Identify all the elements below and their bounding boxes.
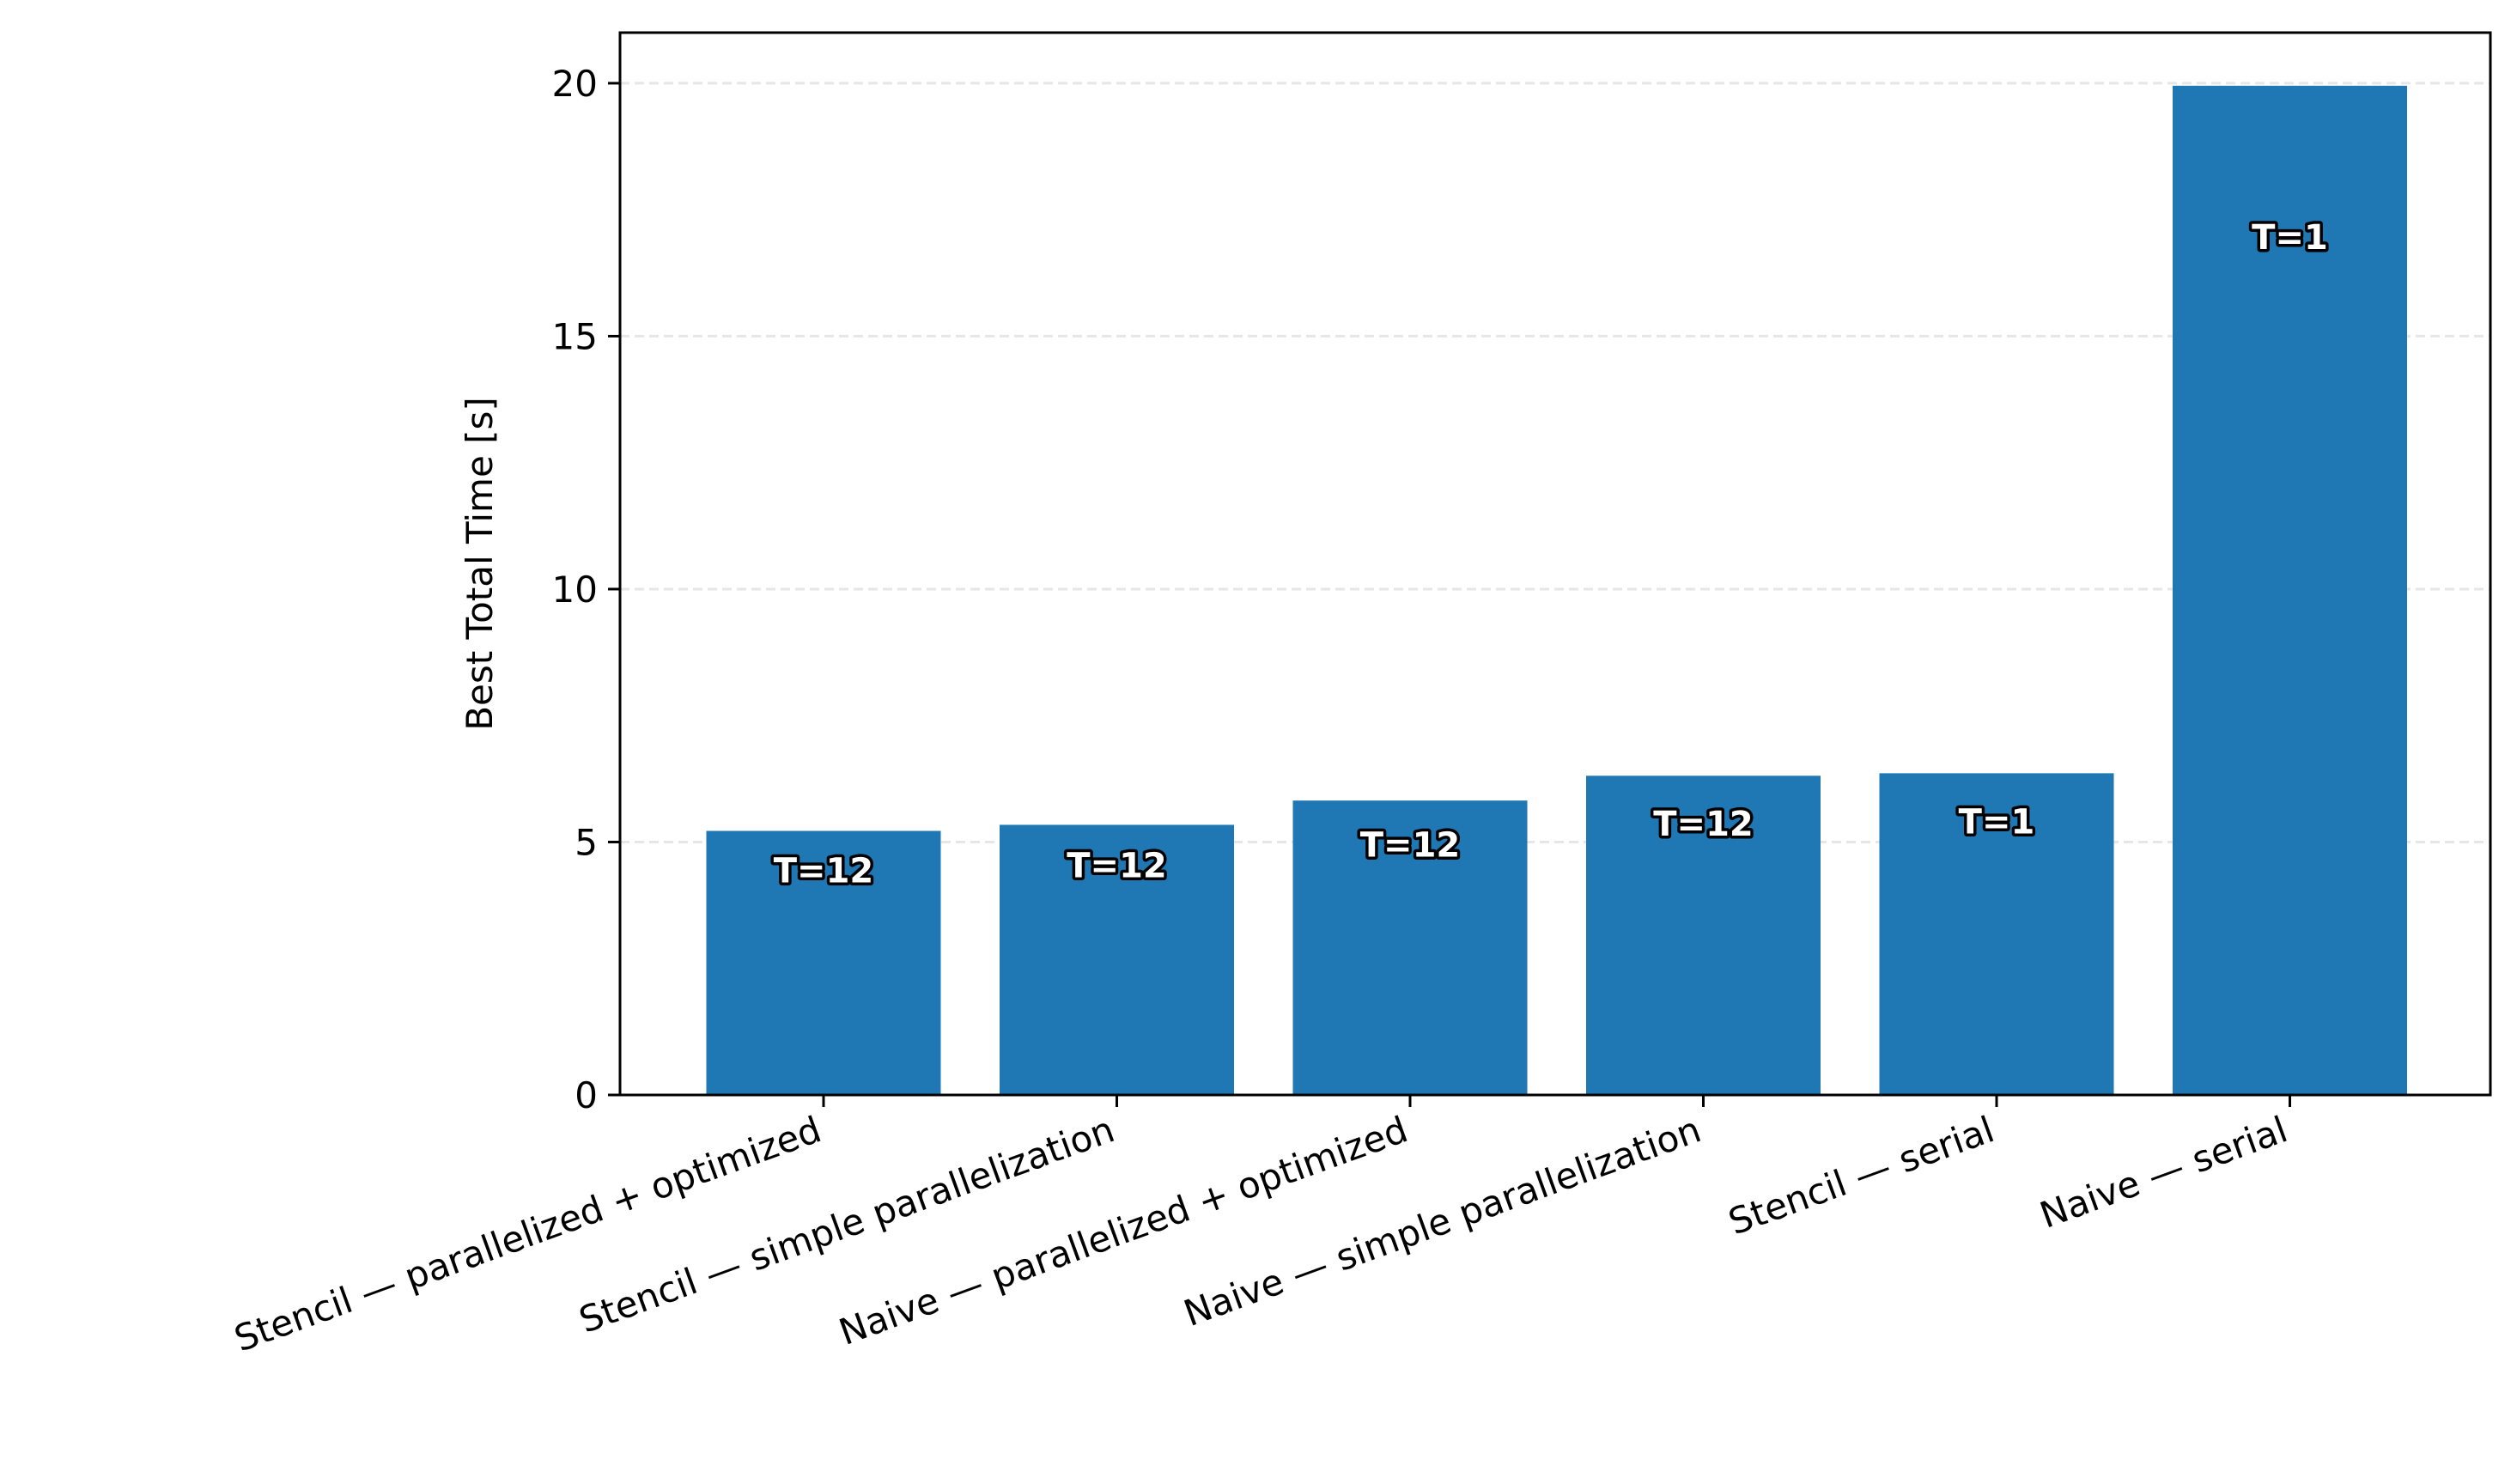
y-tick-label: 5: [575, 821, 598, 863]
bar: [706, 830, 941, 1095]
y-tick-label: 10: [552, 569, 598, 611]
bar: [1879, 773, 2114, 1095]
bar-label: T=12: [1360, 826, 1460, 866]
x-tick-label: Stencil — serial: [1723, 1108, 1999, 1243]
bar: [1000, 824, 1234, 1095]
y-tick-label: 20: [552, 63, 598, 105]
bar: [1292, 800, 1528, 1095]
bars: [706, 85, 2407, 1096]
y-tick-label: 15: [552, 315, 598, 357]
bar-label: T=12: [1653, 805, 1753, 844]
x-tick-label: Naive — simple parallelization: [1178, 1108, 1706, 1335]
x-tick-label: Naive — parallelized + optimized: [834, 1108, 1414, 1353]
bar-label: T=12: [774, 852, 873, 891]
plot-frame: [618, 31, 2492, 1097]
x-axis-ticks: Stencil — parallelized + optimizedStenci…: [229, 1095, 2293, 1360]
y-tick-label: 0: [575, 1074, 598, 1116]
bar-label: T=1: [2252, 218, 2328, 258]
x-tick-label: Stencil — simple parallelization: [574, 1108, 1120, 1341]
y-axis-title: Best Total Time [s]: [459, 397, 501, 731]
bar: [1586, 775, 1821, 1095]
bar-labels: T=12 T=12 T=12 T=12 T=1 T=1: [770, 216, 2331, 895]
bar-label: T=1: [1959, 803, 2035, 842]
x-tick-label: Stencil — parallelized + optimized: [229, 1108, 827, 1359]
x-tick-label: Naive — serial: [2034, 1108, 2293, 1236]
y-axis-ticks: 0 5 10 15 20: [552, 63, 620, 1116]
bar-label: T=12: [1067, 847, 1166, 886]
bar: [2173, 85, 2407, 1096]
